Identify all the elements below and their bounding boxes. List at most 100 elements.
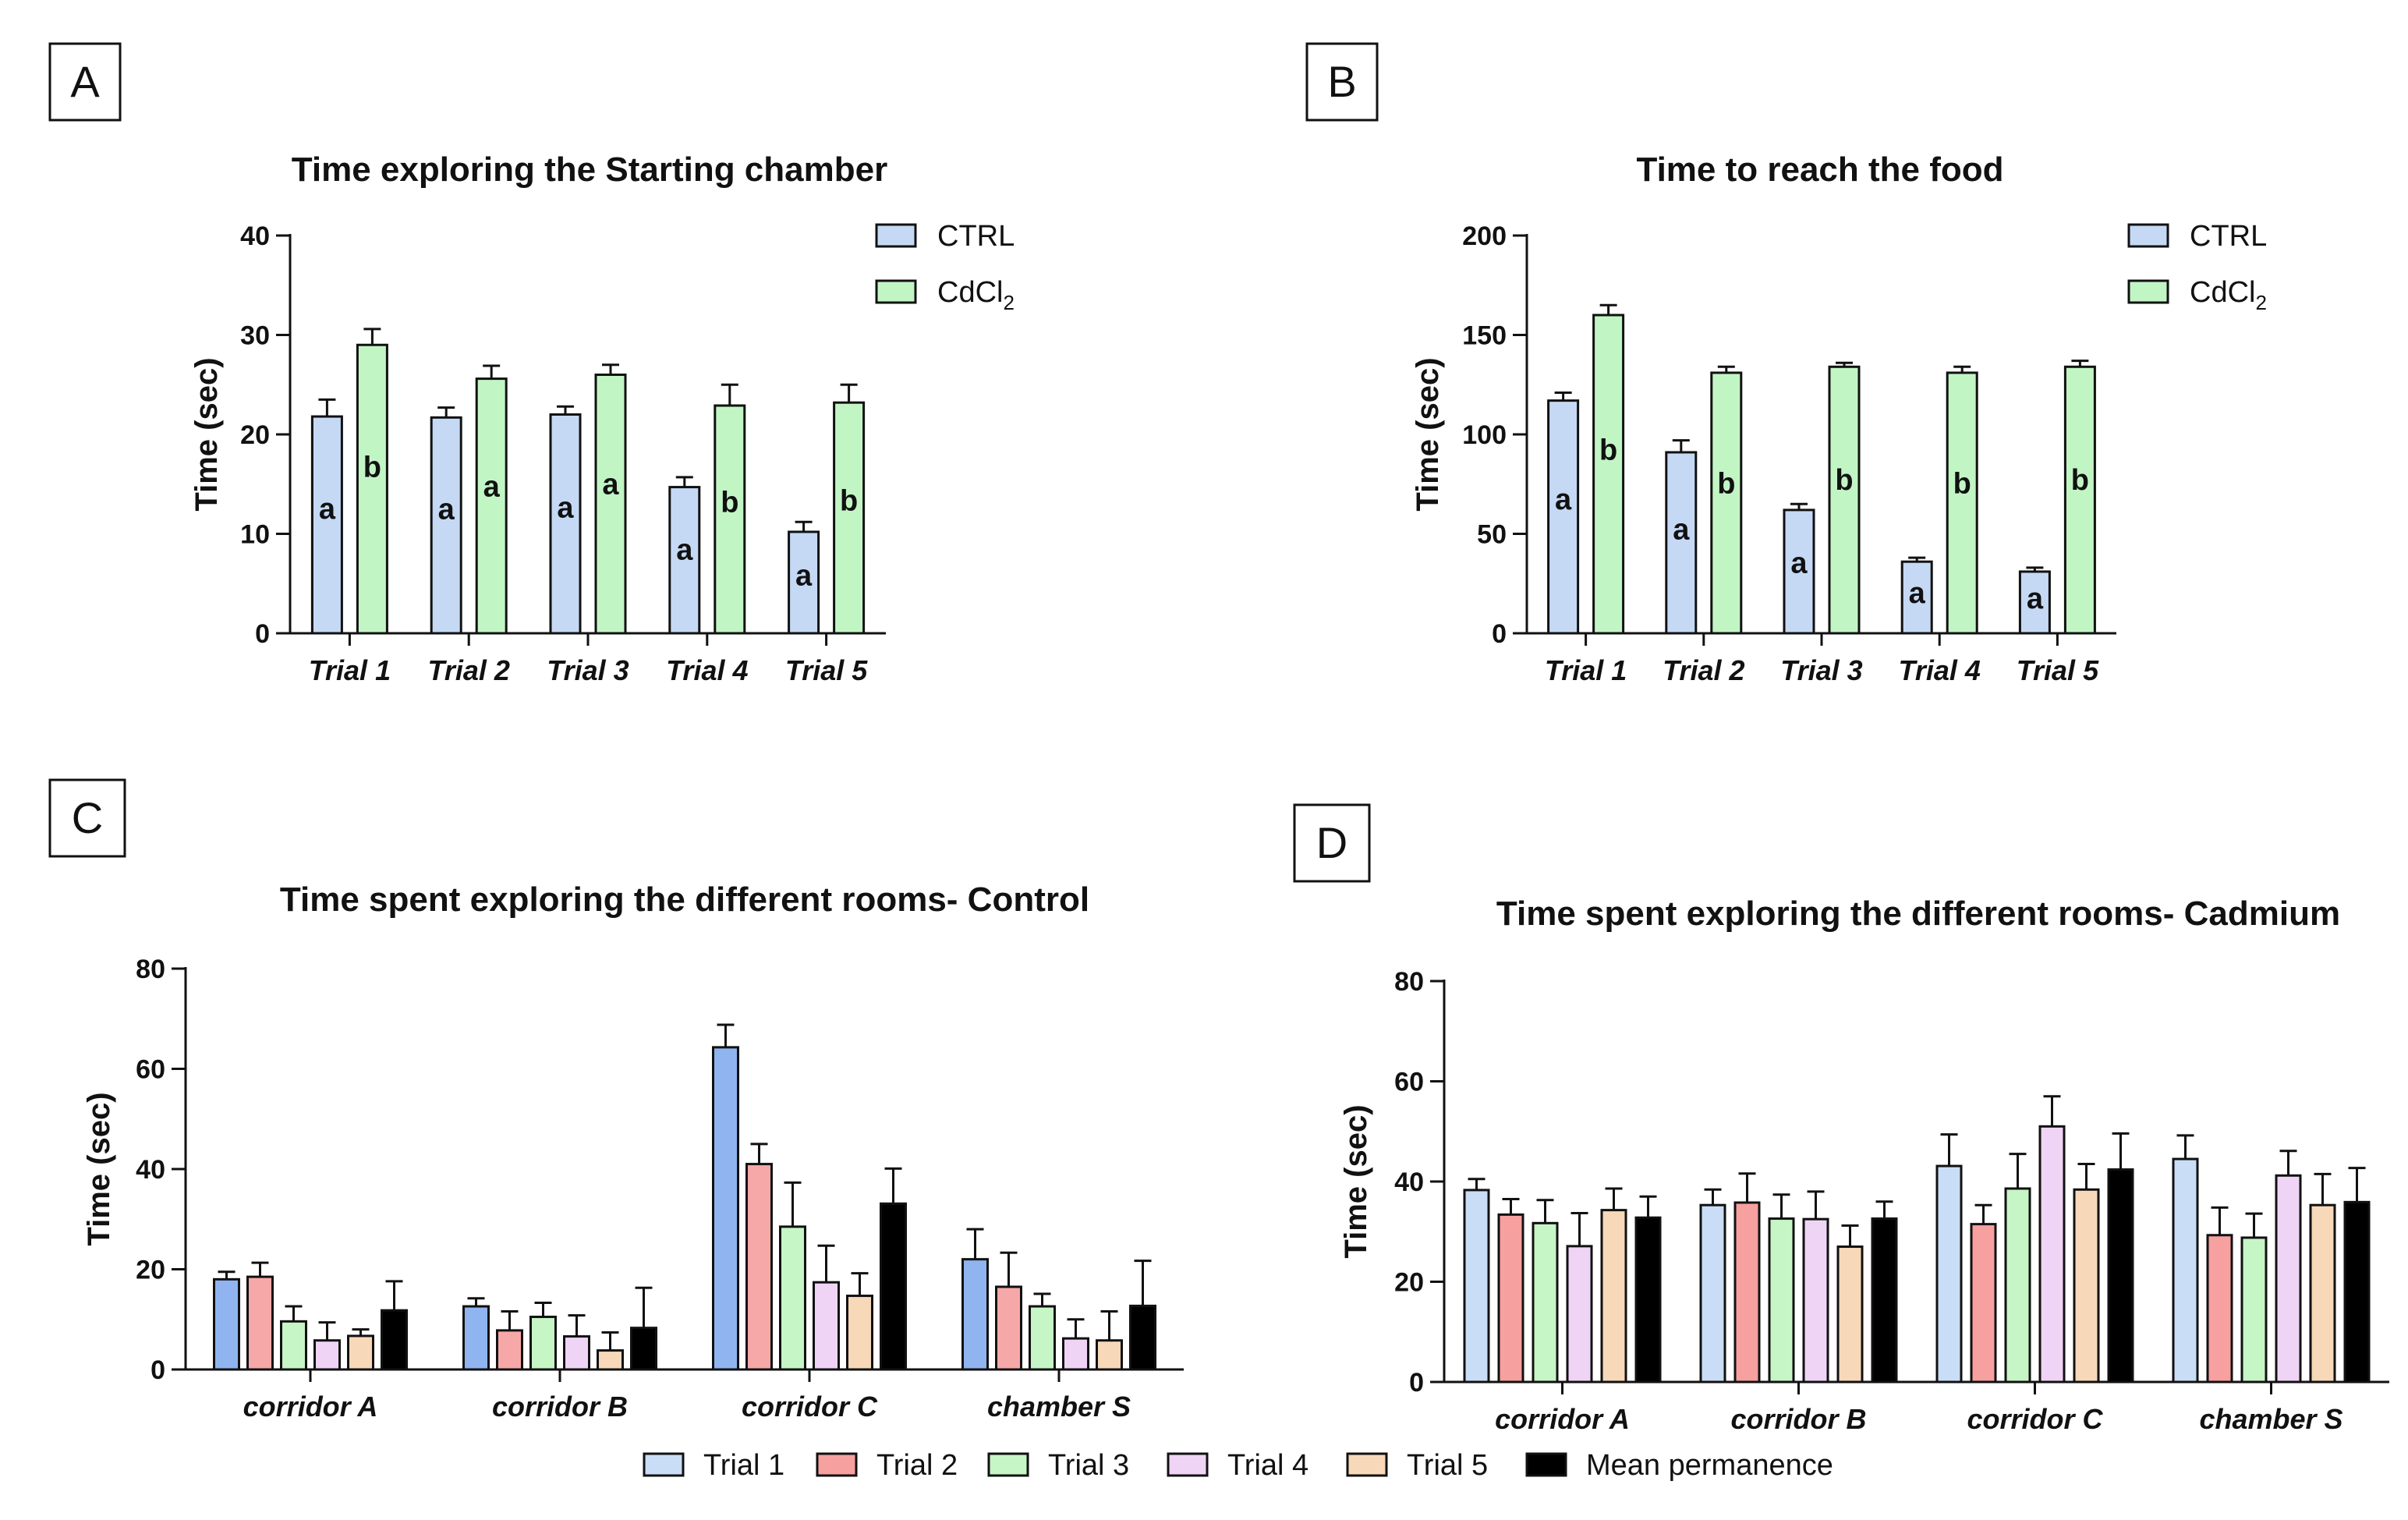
bar-mean-permanence-corridor-c (880, 1202, 907, 1371)
x-tick-label: Trial 3 (547, 654, 629, 686)
bar-trial-4-chamber-s (1062, 1337, 1089, 1371)
bar-trial-2-corridor-a (1497, 1213, 1524, 1384)
bar-mean-permanence-corridor-a (381, 1309, 408, 1371)
legend-swatch-ctrl (2127, 223, 2169, 248)
y-tick-label: 200 (1462, 221, 1507, 251)
bar-cdcl-trial-5 (2063, 365, 2096, 635)
bar-cdcl-trial-1 (356, 343, 388, 635)
significance-label: b (363, 452, 381, 484)
bar-mean-permanence-corridor-c (2107, 1168, 2134, 1384)
y-tick-label: 100 (1462, 420, 1507, 450)
legend-label-text: CTRL (2190, 220, 2267, 253)
legend-swatch-cdcl (875, 279, 917, 304)
y-tick-label: 60 (1394, 1068, 1424, 1097)
bar-trial-2-corridor-c (745, 1163, 773, 1371)
panel-label-d: D (1316, 818, 1347, 867)
bar-mean-permanence-corridor-b (630, 1327, 657, 1371)
legend-label-text: CTRL (937, 220, 1015, 253)
bar-ctrl-trial-3 (1783, 508, 1815, 635)
y-tick-label: 150 (1462, 321, 1507, 351)
significance-label: b (1717, 467, 1735, 500)
legend-label-ctrl: CTRL (2190, 220, 2267, 253)
y-tick-label: 40 (240, 221, 270, 251)
legend-swatch-cdcl (2127, 279, 2169, 304)
y-tick-label: 20 (136, 1256, 165, 1285)
bar-trial-2-corridor-b (496, 1329, 523, 1371)
significance-label: b (2071, 464, 2089, 497)
bar-trial-5-corridor-c (846, 1295, 873, 1371)
panel-label-a: A (70, 57, 100, 106)
x-tick-label: corridor B (1730, 1403, 1866, 1435)
bar-trial-5-corridor-b (597, 1349, 624, 1371)
bar-mean-permanence-corridor-b (1871, 1217, 1898, 1384)
bar-trial-1-corridor-b (462, 1305, 490, 1371)
y-axis-label: Time (sec) (82, 1092, 116, 1245)
legend-swatch-trial-2 (816, 1452, 858, 1477)
bar-cdcl-trial-3 (594, 374, 627, 635)
bar-mean-permanence-chamber-s (1129, 1304, 1156, 1371)
legend-label-text: CdCl (937, 276, 1003, 309)
bar-trial-1-corridor-a (1463, 1189, 1490, 1384)
legend-label-trial-4: Trial 4 (1227, 1449, 1308, 1482)
chart-title: Time to reach the food (1636, 151, 2003, 189)
y-tick-label: 40 (136, 1155, 165, 1185)
significance-label: b (1953, 467, 1971, 500)
chart-panel-a: Time exploring the Starting chamber Time … (189, 151, 1015, 686)
bar-trial-4-corridor-c (813, 1281, 840, 1371)
bar-trial-5-chamber-s (1096, 1339, 1123, 1371)
bar-trial-2-corridor-b (1733, 1201, 1761, 1384)
bar-trial-4-corridor-b (1802, 1217, 1829, 1384)
bar-trial-4-corridor-b (563, 1335, 590, 1371)
legend-label-text: CdCl (2190, 276, 2255, 309)
bar-trial-3-corridor-c (779, 1225, 806, 1371)
panel-label-box-c (48, 778, 126, 858)
bar-cdcl-trial-2 (1710, 371, 1743, 635)
x-tick-label: Trial 2 (427, 654, 509, 686)
legend-swatch-trial-5 (1346, 1452, 1388, 1477)
x-tick-label: corridor B (492, 1391, 628, 1423)
y-tick-label: 50 (1477, 520, 1507, 550)
bar-trial-4-corridor-a (1566, 1245, 1593, 1384)
bar-mean-permanence-chamber-s (2343, 1200, 2371, 1384)
x-tick-label: chamber S (987, 1391, 1131, 1423)
chart-title: Time spent exploring the different rooms… (1496, 895, 2340, 933)
significance-label: a (602, 469, 619, 501)
y-tick-label: 0 (1409, 1368, 1424, 1398)
x-tick-label: corridor A (243, 1391, 378, 1423)
bar-trial-2-chamber-s (2206, 1234, 2233, 1384)
x-tick-label: Trial 5 (785, 654, 868, 686)
bar-trial-4-corridor-a (313, 1339, 341, 1371)
legend-label-trial-3: Trial 3 (1048, 1449, 1129, 1482)
legend-label-cdcl: CdCl2 (2190, 276, 2267, 314)
bar-ctrl-trial-2 (1665, 451, 1698, 635)
bar-ctrl-trial-2 (430, 416, 462, 635)
x-tick-label: Trial 4 (666, 654, 748, 686)
y-axis-label: Time (sec) (189, 357, 224, 511)
legend-swatch-trial-1 (643, 1452, 685, 1477)
bar-trial-5-corridor-b (1836, 1245, 1864, 1384)
legend-label-subscript: 2 (1003, 291, 1014, 314)
y-tick-label: 80 (136, 955, 165, 984)
bar-trial-1-corridor-c (1935, 1164, 1963, 1384)
panel-label-c: C (72, 793, 103, 842)
panel-label-box-d (1293, 803, 1371, 883)
bar-trial-1-corridor-c (712, 1046, 739, 1371)
bar-ctrl-trial-1 (310, 415, 343, 635)
significance-label: a (2027, 583, 2044, 615)
legend-label-trial-5: Trial 5 (1407, 1449, 1488, 1482)
y-tick-label: 40 (1394, 1167, 1424, 1197)
bar-trial-5-corridor-a (347, 1334, 374, 1371)
legend-swatch-trial-3 (987, 1452, 1029, 1477)
bar-trial-3-corridor-c (2004, 1187, 2031, 1384)
legend-label-cdcl: CdCl2 (937, 276, 1015, 314)
y-tick-label: 60 (136, 1055, 165, 1085)
significance-label: a (557, 491, 574, 524)
legend-swatch-mean-permanence (1525, 1452, 1567, 1477)
bar-trial-2-corridor-c (1970, 1223, 1997, 1384)
bar-trial-1-chamber-s (2172, 1157, 2199, 1384)
bar-cdcl-trial-1 (1592, 314, 1625, 635)
significance-label: a (795, 560, 813, 593)
legend-label-trial-2: Trial 2 (876, 1449, 958, 1482)
y-tick-label: 30 (240, 321, 270, 351)
y-tick-label: 0 (150, 1355, 165, 1385)
